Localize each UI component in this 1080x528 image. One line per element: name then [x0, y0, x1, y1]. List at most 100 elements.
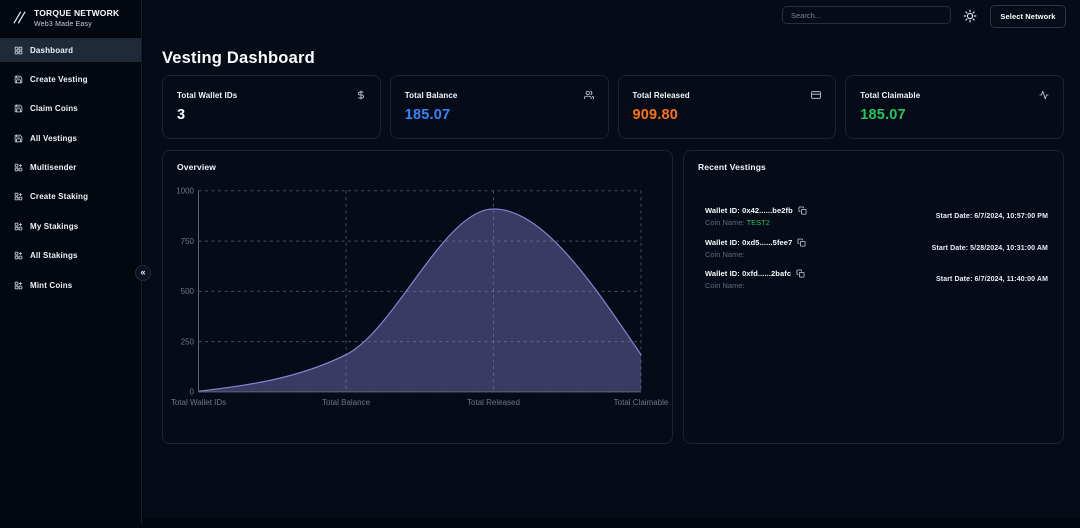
wallet-id: Wallet ID: 0xd5......5fee7: [705, 237, 793, 247]
sidebar: TORQUE NETWORK Web3 Made Easy Dashboard C…: [0, 0, 151, 524]
page-title: Vesting Dashboard: [162, 49, 315, 67]
stat-card-value: 3: [177, 107, 186, 123]
stat-card-total-claimable: Total Claimable 185.07: [845, 75, 1064, 139]
stat-card-label: Total Claimable: [860, 90, 921, 100]
save-icon: [14, 104, 23, 113]
svg-text:Total Balance: Total Balance: [322, 398, 371, 407]
copy-icon[interactable]: [798, 206, 807, 215]
dollar-icon: [356, 90, 366, 100]
sidebar-item-label: Mint Coins: [30, 280, 73, 290]
sidebar-item-label: Create Vesting: [30, 74, 88, 84]
sidebar-item-multisender[interactable]: Multisender: [0, 156, 141, 180]
brand-title: TORQUE NETWORK: [34, 8, 120, 18]
grid-plus-icon: [14, 222, 23, 231]
select-network-button[interactable]: Select Network: [990, 5, 1066, 28]
grid-plus-icon: [14, 281, 23, 290]
brand-subtitle: Web3 Made Easy: [34, 21, 92, 28]
sidebar-item-my-stakings[interactable]: My Stakings: [0, 214, 141, 238]
search-input[interactable]: [782, 6, 951, 24]
activity-icon: [1039, 90, 1049, 100]
stat-card-value: 185.07: [404, 107, 451, 123]
sidebar-collapse-button[interactable]: «: [135, 265, 151, 281]
wallet-id: Wallet ID: 0x42......be2fb: [705, 206, 793, 215]
recent-vestings-panel: Recent Vestings Wallet ID: 0x42......be2…: [683, 150, 1064, 444]
sidebar-item-label: Dashboard: [30, 45, 74, 55]
stat-cards: Total Wallet IDs 3 Total Balance 185.07 Tota…: [162, 75, 1064, 139]
overview-panel: Overview 0 250 500 750 1000 Total Wallet IDs T…: [162, 150, 673, 444]
svg-text:500: 500: [181, 287, 195, 296]
svg-text:Total Released: Total Released: [467, 398, 520, 407]
sidebar-item-label: Claim Coins: [30, 104, 78, 114]
sidebar-item-label: Multisender: [30, 163, 77, 173]
copy-icon[interactable]: [797, 238, 806, 247]
coin-name-label: Coin Name:: [705, 218, 745, 227]
stat-card-label: Total Released: [632, 90, 690, 100]
grid-plus-icon: [14, 251, 23, 260]
save-icon: [14, 75, 23, 84]
sidebar-item-all-stakings[interactable]: All Stakings: [0, 244, 141, 268]
sidebar-item-all-vestings[interactable]: All Vestings: [0, 126, 141, 150]
stat-card-total-released: Total Released 909.80: [617, 75, 837, 139]
credit-card-icon: [811, 90, 822, 100]
stat-card-head: Total Claimable: [860, 90, 1049, 100]
grid-plus-icon: [14, 163, 23, 172]
coin-name-value: TEST2: [746, 218, 770, 227]
sidebar-item-claim-coins[interactable]: Claim Coins: [0, 97, 141, 121]
recent-vestings-list: Wallet ID: 0x42......be2fb Coin Name: TES…: [705, 203, 1048, 298]
vesting-info: Wallet ID: 0x42......be2fb Coin Name: TES…: [705, 206, 807, 227]
stat-card-label: Total Wallet IDs: [177, 90, 238, 100]
stat-card-head: Total Wallet IDs: [177, 90, 366, 100]
chevrons-left-icon: «: [140, 267, 146, 277]
grid-plus-icon: [14, 192, 23, 201]
svg-text:750: 750: [181, 237, 195, 246]
stat-card-total-balance: Total Balance 185.07: [389, 75, 609, 139]
brand-logo-icon: [12, 10, 27, 25]
wallet-line: Wallet ID: 0x42......be2fb: [705, 206, 807, 215]
overview-area-chart: 0 250 500 750 1000 Total Wallet IDs Total Bala…: [171, 187, 669, 407]
brand-text: TORQUE NETWORK Web3 Made Easy: [34, 8, 119, 28]
sidebar-item-label: Create Staking: [30, 192, 89, 202]
vesting-row: Wallet ID: 0xfd......2bafc Coin Name: Sta…: [705, 266, 1048, 293]
users-icon: [583, 90, 594, 100]
sidebar-nav: Dashboard Create Vesting Claim Coins All Ve…: [0, 38, 141, 303]
vesting-info: Wallet ID: 0xd5......5fee7 Coin Name:: [705, 238, 806, 259]
sidebar-item-label: My Stakings: [30, 221, 79, 231]
stat-card-value: 185.07: [860, 107, 906, 123]
sidebar-item-mint-coins[interactable]: Mint Coins: [0, 273, 141, 297]
start-date: Start Date: 5/28/2024, 10:31:00 AM: [931, 244, 1048, 252]
coin-line: Coin Name:: [705, 250, 806, 259]
wallet-line: Wallet ID: 0xfd......2bafc: [705, 269, 805, 278]
brand: TORQUE NETWORK Web3 Made Easy: [12, 8, 119, 28]
coin-line: Coin Name:: [705, 281, 805, 290]
coin-name-label: Coin Name:: [705, 249, 745, 259]
wallet-id: Wallet ID: 0xfd......2bafc: [705, 269, 792, 278]
vesting-row: Wallet ID: 0x42......be2fb Coin Name: TES…: [705, 203, 1048, 230]
recent-vestings-title: Recent Vestings: [698, 162, 766, 172]
svg-text:0: 0: [190, 388, 195, 397]
start-date: Start Date: 6/7/2024, 11:40:00 AM: [936, 276, 1048, 283]
stat-card-value: 909.80: [632, 107, 679, 123]
copy-icon[interactable]: [796, 269, 805, 278]
coin-name-label: Coin Name:: [705, 281, 745, 290]
sidebar-item-label: All Vestings: [30, 133, 78, 143]
sidebar-item-dashboard[interactable]: Dashboard: [0, 38, 141, 62]
sidebar-item-label: All Stakings: [30, 251, 78, 261]
svg-text:Total Claimable: Total Claimable: [614, 398, 669, 407]
overview-title: Overview: [177, 162, 217, 172]
stat-card-label: Total Balance: [404, 90, 458, 100]
svg-text:1000: 1000: [176, 187, 194, 196]
wallet-line: Wallet ID: 0xd5......5fee7: [705, 238, 806, 247]
start-date: Start Date: 6/7/2024, 10:57:00 PM: [935, 213, 1048, 220]
svg-text:250: 250: [181, 337, 195, 346]
svg-text:Total Wallet IDs: Total Wallet IDs: [171, 398, 226, 407]
sun-icon[interactable]: [963, 9, 977, 23]
stat-card-total-wallet-ids: Total Wallet IDs 3: [162, 75, 381, 139]
coin-line: Coin Name: TEST2: [705, 218, 807, 227]
stat-card-head: Total Released: [633, 90, 822, 100]
sidebar-item-create-vesting[interactable]: Create Vesting: [0, 67, 141, 91]
stat-card-head: Total Balance: [405, 90, 594, 100]
vesting-info: Wallet ID: 0xfd......2bafc Coin Name:: [705, 269, 805, 290]
sidebar-item-create-staking[interactable]: Create Staking: [0, 185, 141, 209]
vesting-row: Wallet ID: 0xd5......5fee7 Coin Name: Sta…: [705, 235, 1048, 262]
